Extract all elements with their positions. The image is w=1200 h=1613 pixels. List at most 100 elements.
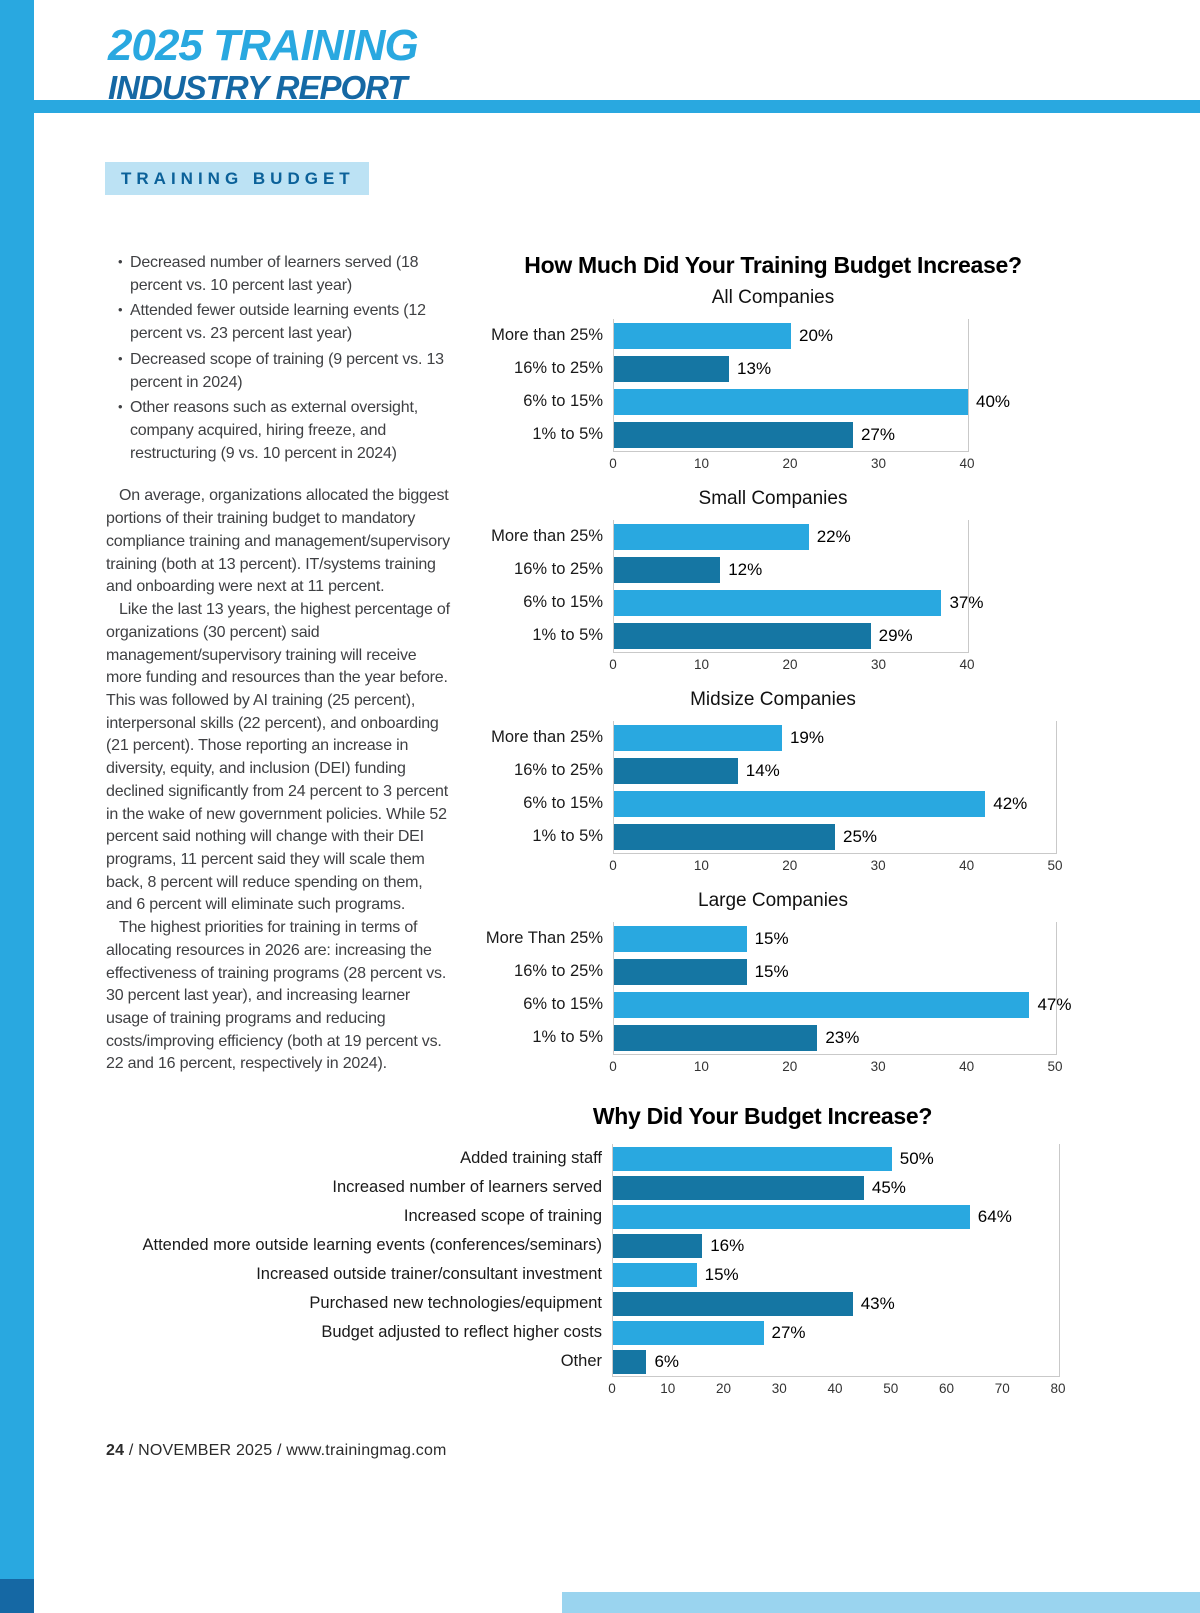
bar bbox=[614, 823, 835, 850]
bar-row: 64% bbox=[613, 1202, 1059, 1231]
category-label: 1% to 5% bbox=[532, 425, 603, 443]
footer-text: / NOVEMBER 2025 / www.trainingmag.com bbox=[124, 1442, 447, 1459]
charts-column: How Much Did Your Training Budget Increa… bbox=[478, 252, 1072, 1091]
x-axis: 0 10 20 30 40 bbox=[609, 653, 974, 675]
bar-chart-why-budget-increase: Why Did Your Budget Increase? Added trai… bbox=[143, 1103, 1066, 1399]
value-label: 27% bbox=[771, 1322, 806, 1342]
bar-row: 12% bbox=[614, 553, 968, 586]
value-label: 13% bbox=[737, 358, 772, 378]
bar bbox=[614, 556, 721, 583]
plot-area: 50% 45% 64% 16% 15% 43% 27% 6% bbox=[612, 1144, 1060, 1377]
axis-tick-label: 20 bbox=[782, 858, 798, 873]
bar bbox=[614, 757, 738, 784]
value-label: 25% bbox=[843, 826, 878, 846]
page-footer: 24 / NOVEMBER 2025 / www.trainingmag.com bbox=[106, 1442, 447, 1460]
axis-tick-label: 20 bbox=[782, 657, 798, 672]
chart-title: Why Did Your Budget Increase? bbox=[592, 1103, 933, 1129]
bar bbox=[613, 1204, 970, 1229]
category-label: More Than 25% bbox=[485, 929, 603, 947]
bar bbox=[613, 1320, 764, 1345]
axis-tick-label: 40 bbox=[827, 1381, 843, 1396]
value-label: 37% bbox=[949, 592, 984, 612]
value-label: 47% bbox=[1037, 994, 1072, 1014]
bar bbox=[613, 1262, 697, 1287]
bar-row: 22% bbox=[614, 520, 968, 553]
bar-row: 45% bbox=[613, 1173, 1059, 1202]
bar-chart-midsize-companies: Midsize Companies More than 25% 16% to 25… bbox=[478, 689, 1068, 876]
axis-tick-label: 10 bbox=[693, 657, 710, 672]
plot-area: 15% 15% 47% 23% bbox=[613, 922, 1072, 1055]
category-label: 16% to 25% bbox=[514, 359, 603, 377]
bar-row: 25% bbox=[614, 820, 1056, 853]
plot-area: 22% 12% 37% 29% bbox=[613, 520, 983, 653]
bar-row: 43% bbox=[613, 1289, 1059, 1318]
article-text-column: Decreased number of learners served (18 … bbox=[106, 252, 452, 1076]
bar bbox=[613, 1175, 864, 1200]
category-label: More than 25% bbox=[491, 527, 603, 545]
bullet-list: Decreased number of learners served (18 … bbox=[106, 252, 452, 465]
value-label: 15% bbox=[704, 1264, 739, 1284]
category-label: Other bbox=[560, 1352, 602, 1370]
axis-tick-label: 50 bbox=[883, 1381, 899, 1396]
bullet-item: Decreased number of learners served (18 … bbox=[118, 252, 452, 297]
axis-tick-label: 20 bbox=[782, 1059, 798, 1074]
axis-tick-label: 60 bbox=[938, 1381, 955, 1396]
x-axis: 0 10 20 30 40 50 bbox=[609, 854, 1062, 876]
category-labels: More Than 25% 16% to 25% 6% to 15% 1% to 5% bbox=[478, 922, 613, 1054]
bar-row: 6% bbox=[613, 1347, 1059, 1376]
value-label: 14% bbox=[745, 760, 780, 780]
bar-row: 47% bbox=[614, 988, 1072, 1021]
axis-tick-label: 30 bbox=[870, 657, 887, 672]
axis-tick-label: 20 bbox=[782, 456, 798, 471]
category-label: Budget adjusted to reflect higher costs bbox=[321, 1323, 602, 1341]
chart-subtitle: Large Companies bbox=[698, 890, 848, 911]
category-labels: More than 25% 16% to 25% 6% to 15% 1% to 5% bbox=[478, 721, 613, 853]
section-label: TRAINING BUDGET bbox=[105, 162, 369, 195]
article-paragraphs: On average, organizations allocated the … bbox=[106, 485, 452, 1076]
axis-tick-label: 20 bbox=[715, 1381, 732, 1396]
chart-subtitle: Small Companies bbox=[698, 488, 848, 509]
axis-tick-label: 30 bbox=[870, 456, 887, 471]
bar bbox=[613, 1233, 703, 1258]
value-label: 15% bbox=[754, 928, 789, 948]
category-labels: More than 25% 16% to 25% 6% to 15% 1% to 5% bbox=[478, 319, 613, 451]
paragraph: On average, organizations allocated the … bbox=[106, 487, 450, 596]
category-label: Added training staff bbox=[460, 1149, 602, 1167]
value-label: 50% bbox=[899, 1148, 934, 1168]
bar-row: 37% bbox=[614, 586, 983, 619]
bottom-accent-band bbox=[562, 1592, 1200, 1613]
category-label: 16% to 25% bbox=[514, 761, 603, 779]
value-label: 43% bbox=[860, 1293, 895, 1313]
bar-row: 23% bbox=[614, 1021, 1056, 1054]
axis-tick-label: 70 bbox=[994, 1381, 1010, 1396]
bar bbox=[614, 622, 871, 649]
value-label: 20% bbox=[799, 325, 834, 345]
bar bbox=[614, 421, 853, 448]
bar bbox=[614, 1024, 818, 1051]
plot-area: 19% 14% 42% 25% bbox=[613, 721, 1057, 854]
paragraph: Like the last 13 years, the highest perc… bbox=[106, 601, 450, 914]
top-accent-band bbox=[0, 100, 1200, 113]
bar bbox=[614, 589, 942, 616]
value-label: 27% bbox=[860, 424, 895, 444]
chart-subtitle: All Companies bbox=[711, 287, 835, 308]
bar bbox=[614, 925, 747, 952]
bar bbox=[614, 388, 968, 415]
category-label: 1% to 5% bbox=[532, 1028, 603, 1046]
axis-tick-label: 40 bbox=[959, 657, 975, 672]
bar-chart-small-companies: Small Companies More than 25% 16% to 25% 6… bbox=[478, 488, 1068, 675]
category-label: Increased outside trainer/consultant inv… bbox=[256, 1265, 602, 1283]
axis-tick-label: 30 bbox=[771, 1381, 787, 1396]
value-label: 29% bbox=[878, 625, 913, 645]
axis-tick-label: 10 bbox=[693, 858, 709, 873]
paragraph: The highest priorities for training in t… bbox=[106, 919, 447, 1073]
report-masthead: 2025 TRAINING INDUSTRY REPORT bbox=[108, 24, 419, 105]
bar bbox=[613, 1146, 892, 1171]
axis-tick-label: 40 bbox=[959, 1059, 975, 1074]
axis-tick-label: 50 bbox=[1047, 1059, 1063, 1074]
bar-row: 14% bbox=[614, 754, 1056, 787]
bar-row: 27% bbox=[614, 418, 968, 451]
axis-tick-label: 40 bbox=[959, 456, 975, 471]
bar bbox=[613, 1349, 647, 1374]
